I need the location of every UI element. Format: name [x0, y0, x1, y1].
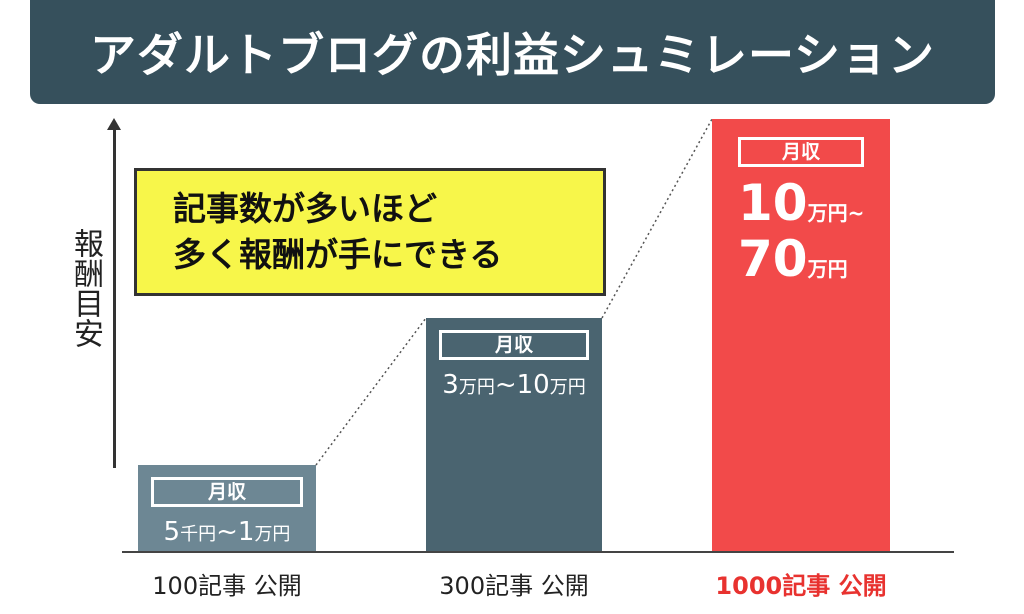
category-label-3: 1000記事 公開: [715, 572, 887, 600]
connector-line-2: [601, 118, 713, 319]
bar-value-3-line-2: 70万円: [738, 230, 848, 288]
bar-2: 月収 3万円~10万円: [426, 318, 602, 551]
bar-badge-2: 月収: [439, 330, 589, 360]
x-axis-baseline: [122, 551, 954, 553]
bar-value-3-line-1: 10万円~: [738, 174, 865, 232]
bar-badge-3: 月収: [738, 137, 864, 167]
callout-box: 記事数が多いほど 多く報酬が手にできる: [134, 168, 606, 296]
bar-value-2: 3万円~10万円: [442, 370, 586, 400]
bar-badge-1: 月収: [151, 477, 303, 507]
category-label-1: 100記事 公開: [152, 572, 302, 600]
y-axis-label: 報酬目安: [68, 228, 103, 348]
callout-line-1: 記事数が多いほど: [173, 189, 437, 228]
y-axis-line: [113, 128, 116, 468]
callout-line-2: 多く報酬が手にできる: [173, 235, 503, 274]
bar-3: 月収 10万円~ 70万円: [712, 119, 890, 551]
bar-1: 月収 5千円~1万円: [138, 465, 316, 551]
connector-line-1: [315, 317, 427, 466]
title-bar: アダルトブログの利益シュミレーション: [30, 0, 995, 104]
page-title: アダルトブログの利益シュミレーション: [89, 28, 936, 82]
category-label-2: 300記事 公開: [439, 572, 589, 600]
y-axis-arrow-icon: [107, 118, 121, 130]
bar-value-1: 5千円~1万円: [163, 517, 291, 547]
